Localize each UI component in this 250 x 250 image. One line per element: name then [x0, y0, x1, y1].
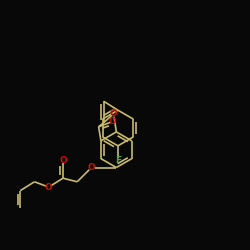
Text: F: F — [115, 156, 121, 164]
Text: O: O — [59, 156, 67, 165]
Text: O: O — [110, 109, 118, 118]
Text: O: O — [109, 117, 117, 126]
Text: O: O — [45, 182, 52, 192]
Text: O: O — [88, 163, 95, 172]
